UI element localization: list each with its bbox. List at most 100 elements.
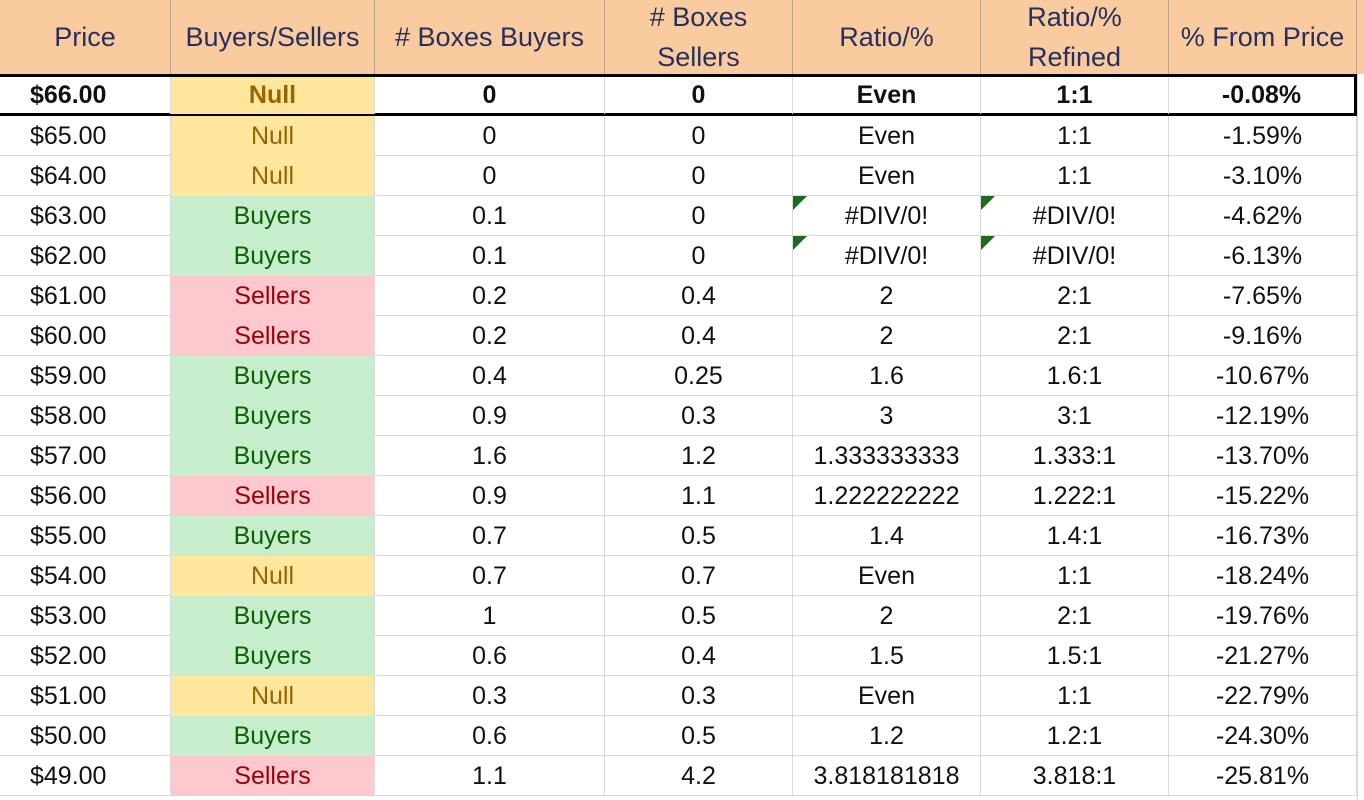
cell-price[interactable]: $66.00 bbox=[0, 77, 171, 114]
cell-ratio-refined[interactable]: #DIV/0! bbox=[981, 196, 1169, 236]
cell-buyers-sellers[interactable]: Sellers bbox=[171, 276, 375, 316]
cell-from-price[interactable]: -18.24% bbox=[1169, 556, 1357, 596]
cell-boxes-buyers[interactable]: 0.6 bbox=[375, 636, 605, 676]
header-boxes-sellers[interactable]: # Boxes Sellers bbox=[605, 0, 793, 74]
cell-ratio[interactable]: 1.6 bbox=[793, 356, 981, 396]
cell-boxes-buyers[interactable]: 0.9 bbox=[375, 396, 605, 436]
cell-ratio-refined[interactable]: 1.4:1 bbox=[981, 516, 1169, 556]
cell-ratio[interactable]: 2 bbox=[793, 596, 981, 636]
cell-from-price[interactable]: -19.76% bbox=[1169, 596, 1357, 636]
cell-ratio[interactable]: #DIV/0! bbox=[793, 236, 981, 276]
cell-ratio[interactable]: #DIV/0! bbox=[793, 196, 981, 236]
cell-buyers-sellers[interactable]: Null bbox=[171, 676, 375, 716]
cell-ratio[interactable]: 2 bbox=[793, 316, 981, 356]
cell-boxes-buyers[interactable]: 0.1 bbox=[375, 196, 605, 236]
cell-from-price[interactable]: -15.22% bbox=[1169, 476, 1357, 516]
cell-boxes-buyers[interactable]: 0.3 bbox=[375, 676, 605, 716]
cell-ratio[interactable]: Even bbox=[793, 77, 981, 114]
cell-ratio-refined[interactable]: 1.333:1 bbox=[981, 436, 1169, 476]
cell-ratio-refined[interactable]: 1:1 bbox=[981, 156, 1169, 196]
cell-boxes-buyers[interactable]: 0 bbox=[375, 116, 605, 156]
cell-from-price[interactable]: -1.59% bbox=[1169, 116, 1357, 156]
cell-boxes-buyers[interactable]: 0.7 bbox=[375, 516, 605, 556]
cell-from-price[interactable]: -6.13% bbox=[1169, 236, 1357, 276]
error-indicator-icon[interactable] bbox=[981, 236, 995, 250]
cell-from-price[interactable]: -0.08% bbox=[1169, 77, 1357, 114]
cell-boxes-buyers[interactable]: 0.9 bbox=[375, 476, 605, 516]
cell-boxes-sellers[interactable]: 0.25 bbox=[605, 356, 793, 396]
cell-ratio[interactable]: 1.222222222 bbox=[793, 476, 981, 516]
cell-boxes-sellers[interactable]: 0.4 bbox=[605, 276, 793, 316]
cell-ratio[interactable]: 3.818181818 bbox=[793, 756, 981, 796]
error-indicator-icon[interactable] bbox=[793, 236, 807, 250]
cell-ratio[interactable]: 1.4 bbox=[793, 516, 981, 556]
cell-price[interactable]: $51.00 bbox=[0, 676, 171, 716]
cell-buyers-sellers[interactable]: Null bbox=[171, 556, 375, 596]
cell-price[interactable]: $59.00 bbox=[0, 356, 171, 396]
cell-boxes-sellers[interactable]: 0 bbox=[605, 236, 793, 276]
cell-buyers-sellers[interactable]: Buyers bbox=[171, 716, 375, 756]
header-from-price[interactable]: % From Price bbox=[1169, 0, 1357, 74]
cell-ratio[interactable]: 2 bbox=[793, 276, 981, 316]
cell-ratio-refined[interactable]: 1.5:1 bbox=[981, 636, 1169, 676]
cell-boxes-buyers[interactable]: 0.7 bbox=[375, 556, 605, 596]
cell-buyers-sellers[interactable]: Buyers bbox=[171, 516, 375, 556]
cell-boxes-sellers[interactable]: 0 bbox=[605, 196, 793, 236]
cell-ratio-refined[interactable]: 3:1 bbox=[981, 396, 1169, 436]
cell-from-price[interactable]: -21.27% bbox=[1169, 636, 1357, 676]
cell-buyers-sellers[interactable]: Null bbox=[171, 156, 375, 196]
cell-boxes-sellers[interactable]: 0.4 bbox=[605, 316, 793, 356]
cell-from-price[interactable]: -24.30% bbox=[1169, 716, 1357, 756]
cell-ratio[interactable]: 1.5 bbox=[793, 636, 981, 676]
cell-price[interactable]: $57.00 bbox=[0, 436, 171, 476]
cell-ratio-refined[interactable]: 2:1 bbox=[981, 596, 1169, 636]
cell-boxes-buyers[interactable]: 1 bbox=[375, 596, 605, 636]
cell-boxes-sellers[interactable]: 1.1 bbox=[605, 476, 793, 516]
cell-ratio[interactable]: 3 bbox=[793, 396, 981, 436]
cell-ratio-refined[interactable]: #DIV/0! bbox=[981, 236, 1169, 276]
cell-price[interactable]: $62.00 bbox=[0, 236, 171, 276]
cell-boxes-sellers[interactable]: 0.5 bbox=[605, 716, 793, 756]
cell-boxes-sellers[interactable]: 0.7 bbox=[605, 556, 793, 596]
cell-boxes-sellers[interactable]: 1.2 bbox=[605, 436, 793, 476]
cell-boxes-buyers[interactable]: 0 bbox=[375, 77, 605, 114]
cell-price[interactable]: $53.00 bbox=[0, 596, 171, 636]
error-indicator-icon[interactable] bbox=[981, 196, 995, 210]
cell-boxes-buyers[interactable]: 0 bbox=[375, 156, 605, 196]
cell-from-price[interactable]: -13.70% bbox=[1169, 436, 1357, 476]
cell-boxes-sellers[interactable]: 0 bbox=[605, 116, 793, 156]
cell-price[interactable]: $60.00 bbox=[0, 316, 171, 356]
cell-buyers-sellers[interactable]: Buyers bbox=[171, 436, 375, 476]
cell-buyers-sellers[interactable]: Sellers bbox=[171, 756, 375, 796]
cell-boxes-sellers[interactable]: 4.2 bbox=[605, 756, 793, 796]
cell-boxes-buyers[interactable]: 0.1 bbox=[375, 236, 605, 276]
cell-ratio-refined[interactable]: 2:1 bbox=[981, 316, 1169, 356]
cell-buyers-sellers[interactable]: Buyers bbox=[171, 196, 375, 236]
cell-from-price[interactable]: -9.16% bbox=[1169, 316, 1357, 356]
cell-ratio[interactable]: Even bbox=[793, 556, 981, 596]
cell-ratio-refined[interactable]: 1:1 bbox=[981, 556, 1169, 596]
cell-buyers-sellers[interactable]: Buyers bbox=[171, 356, 375, 396]
cell-boxes-sellers[interactable]: 0.5 bbox=[605, 516, 793, 556]
cell-from-price[interactable]: -25.81% bbox=[1169, 756, 1357, 796]
cell-boxes-sellers[interactable]: 0.3 bbox=[605, 676, 793, 716]
cell-ratio[interactable]: Even bbox=[793, 116, 981, 156]
cell-price[interactable]: $54.00 bbox=[0, 556, 171, 596]
cell-boxes-sellers[interactable]: 0 bbox=[605, 77, 793, 114]
cell-ratio-refined[interactable]: 3.818:1 bbox=[981, 756, 1169, 796]
cell-boxes-buyers[interactable]: 0.2 bbox=[375, 276, 605, 316]
cell-from-price[interactable]: -16.73% bbox=[1169, 516, 1357, 556]
cell-price[interactable]: $58.00 bbox=[0, 396, 171, 436]
cell-ratio-refined[interactable]: 1.2:1 bbox=[981, 716, 1169, 756]
cell-ratio[interactable]: 1.333333333 bbox=[793, 436, 981, 476]
cell-ratio[interactable]: Even bbox=[793, 156, 981, 196]
cell-buyers-sellers[interactable]: Buyers bbox=[171, 236, 375, 276]
cell-boxes-buyers[interactable]: 1.6 bbox=[375, 436, 605, 476]
header-price[interactable]: Price bbox=[0, 0, 171, 74]
cell-boxes-sellers[interactable]: 0.3 bbox=[605, 396, 793, 436]
cell-boxes-buyers[interactable]: 0.4 bbox=[375, 356, 605, 396]
cell-price[interactable]: $52.00 bbox=[0, 636, 171, 676]
cell-ratio-refined[interactable]: 1.6:1 bbox=[981, 356, 1169, 396]
header-boxes-buyers[interactable]: # Boxes Buyers bbox=[375, 0, 605, 74]
cell-buyers-sellers[interactable]: Null bbox=[171, 77, 375, 114]
